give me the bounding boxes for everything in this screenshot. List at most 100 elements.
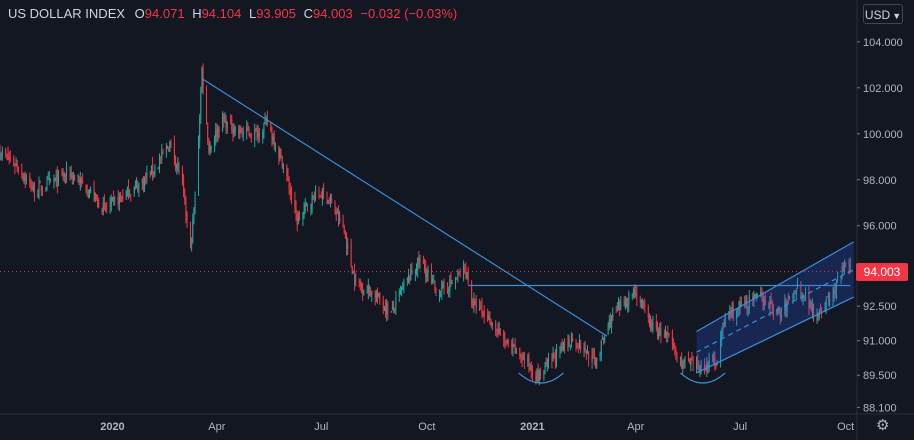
candle-body [17,166,19,172]
candle-body [553,355,555,358]
candle-body [520,357,522,359]
candle-body [335,212,337,216]
candle-body [687,358,689,362]
candle-body [241,133,243,134]
candle-body [86,192,88,196]
candle-body [810,301,812,311]
gear-icon[interactable]: ⚙ [876,417,890,434]
candle-body [70,173,72,176]
candle-body [170,139,172,143]
candle-body [473,300,475,307]
candle-body [371,291,373,295]
candle-body [824,307,826,311]
candle-body [732,306,734,318]
candle-body [258,132,260,137]
candle-body [358,281,360,284]
y-tick-label: 102.000 [863,83,903,95]
candle-body [136,183,138,184]
candle-body [623,299,625,307]
candle-body [15,164,17,166]
candle-body [530,365,532,372]
candle-body [746,300,748,309]
candle-body [38,183,40,193]
candle-body [748,296,750,308]
currency-label: USD [864,8,891,22]
candle-body [90,189,92,193]
candle-body [539,369,541,378]
candle-body [521,359,523,361]
candle-body [406,277,408,281]
candle-body [674,346,676,348]
candle-body [577,348,579,350]
candle-body [281,156,283,169]
candle-body [667,333,669,335]
candle-body [62,172,64,178]
candle-body [422,259,424,264]
candle-body [53,180,55,183]
candle-body [41,189,43,191]
candle-body [723,322,725,325]
candle-body [344,234,346,239]
candle-body [491,322,493,326]
candle-body [591,354,593,362]
candle-body [379,292,381,301]
candle-body [200,91,202,120]
candle-body [280,154,282,156]
candle-body [442,282,444,284]
candle-body [63,174,65,177]
candle-body [402,284,404,290]
candle-body [257,131,259,137]
candle-body [374,290,376,299]
candle-body [826,296,828,298]
candle-body [599,352,601,357]
y-tick-label: 104.000 [863,37,903,49]
candle-body [337,210,339,221]
candle-body [572,338,574,342]
candle-body [547,358,549,363]
candle-body [430,269,432,280]
y-tick-label: 92.500 [863,301,897,313]
candle-body [675,349,677,353]
low-value: 93.905 [256,6,296,21]
candle-body [768,305,770,308]
channel-mid-line [696,268,854,353]
candle-body [328,198,330,201]
candle-body [595,359,597,366]
candle-body [528,358,530,367]
candle-body [411,270,413,275]
candle-body [805,294,807,298]
candle-body [417,257,419,272]
candle-body [433,280,435,282]
candle-body [231,119,233,131]
candle-body [391,306,393,310]
low-key: L [248,6,257,21]
candle-body [214,140,216,147]
candle-body [435,287,437,296]
candle-body [513,345,515,347]
candle-body [7,153,9,160]
candle-body [393,306,395,309]
candle-body [352,272,354,274]
candle-body [226,121,228,129]
candle-body [837,277,839,280]
candle-body [48,178,50,181]
candle-body [456,278,458,279]
candle-body [609,318,611,327]
currency-selector[interactable]: USD ▼ [863,4,903,24]
candle-body [552,353,554,359]
candle-body [722,322,724,333]
candle-body [713,358,715,361]
candle-body [697,360,699,369]
candle-body [222,115,224,131]
candle-body [201,67,203,92]
candle-body [45,188,47,190]
candle-body [89,192,91,194]
candle-body [175,156,177,167]
candle-body [819,310,821,312]
candle-body [519,347,521,357]
candle-body [608,319,610,328]
candle-body [14,165,16,167]
candle-body [61,171,63,175]
candle-body [612,313,614,318]
